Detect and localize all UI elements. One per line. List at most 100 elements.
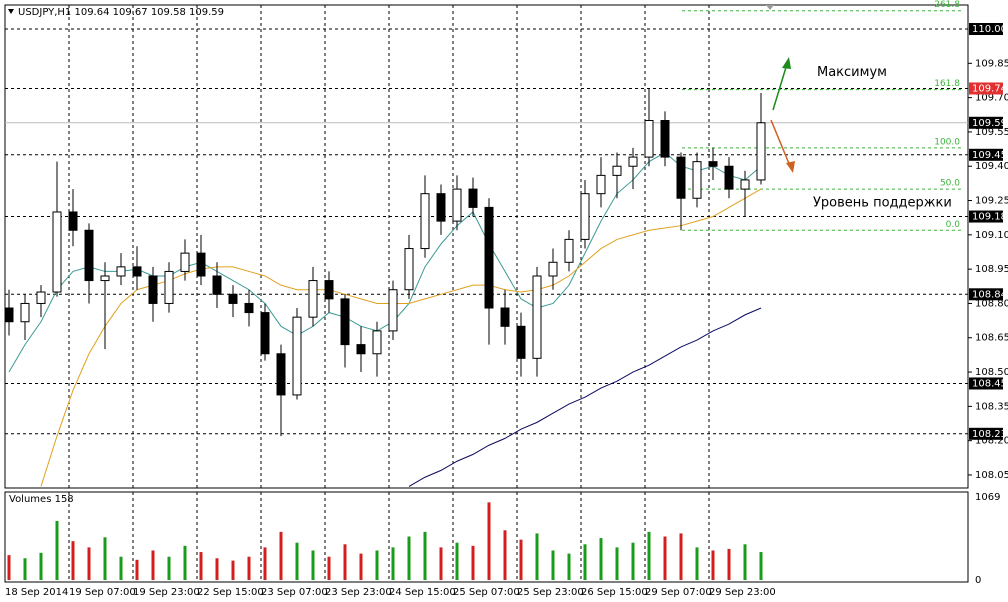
volume-bar bbox=[583, 544, 587, 580]
volume-bar bbox=[167, 556, 171, 580]
volume-bar bbox=[663, 536, 667, 580]
candle-body bbox=[676, 156, 686, 199]
x-tick-label: 25 Sep 23:00 bbox=[517, 587, 584, 598]
candle-body bbox=[340, 298, 350, 346]
candle-body bbox=[228, 293, 238, 304]
fib-label: 100.0 bbox=[934, 137, 960, 147]
volume-bar bbox=[391, 547, 395, 580]
volume-bar bbox=[23, 558, 27, 580]
menu-marker bbox=[8, 9, 14, 14]
level-box bbox=[969, 148, 1003, 161]
candle-body bbox=[452, 188, 462, 222]
candle-body bbox=[548, 261, 558, 277]
candle-body bbox=[132, 266, 142, 277]
candle-body bbox=[516, 325, 526, 359]
volume-bar bbox=[695, 547, 699, 580]
candle-body bbox=[580, 193, 590, 240]
candle-body bbox=[420, 193, 430, 250]
volume-bar bbox=[39, 552, 43, 580]
candle-body bbox=[532, 275, 542, 359]
volume-bar bbox=[375, 550, 379, 580]
volume-bar bbox=[151, 550, 155, 580]
fib-label: 0.0 bbox=[946, 220, 961, 230]
volume-bar bbox=[119, 556, 123, 580]
candle-body bbox=[244, 302, 254, 314]
candle-body bbox=[724, 165, 734, 190]
volume-bar bbox=[711, 550, 715, 580]
candle-body bbox=[84, 229, 94, 282]
y-tick-label: 108.65 bbox=[975, 333, 1008, 344]
x-tick-label: 23 Sep 07:00 bbox=[261, 587, 328, 598]
volume-bar bbox=[7, 555, 11, 580]
y-tick-label: 108.05 bbox=[975, 470, 1008, 481]
volume-tick-label: 1069 bbox=[975, 492, 1000, 503]
level-label: 109.74 bbox=[972, 83, 1007, 94]
annotation: Максимум bbox=[817, 65, 887, 80]
candle-body bbox=[404, 248, 414, 291]
candle-body bbox=[20, 302, 30, 323]
candle-body bbox=[180, 252, 190, 272]
candle-body bbox=[100, 275, 110, 282]
volume-bar bbox=[247, 556, 251, 580]
volume-bar bbox=[407, 536, 411, 580]
x-tick-label: 29 Sep 23:00 bbox=[709, 587, 776, 598]
moving-average bbox=[40, 188, 762, 487]
candle-body bbox=[4, 307, 14, 323]
volume-bar bbox=[423, 531, 427, 580]
down-arrowhead bbox=[786, 161, 795, 173]
level-box bbox=[969, 288, 1003, 301]
x-tick-label: 25 Sep 07:00 bbox=[453, 587, 520, 598]
y-tick-label: 108.35 bbox=[975, 401, 1008, 412]
volume-bar bbox=[471, 545, 475, 580]
candle-body bbox=[644, 119, 654, 158]
x-tick-label: 22 Sep 15:00 bbox=[197, 587, 264, 598]
candle-body bbox=[564, 238, 574, 263]
candle-body bbox=[148, 275, 158, 304]
candle-body bbox=[388, 289, 398, 332]
level-label: 110.00 bbox=[972, 24, 1007, 35]
volume-bar bbox=[615, 547, 619, 580]
chart-title: USDJPY,H1 109.64 109.67 109.58 109.59 bbox=[18, 7, 224, 18]
current-price-label: 109.59 bbox=[972, 118, 1007, 129]
candle-body bbox=[500, 307, 510, 327]
level-box bbox=[969, 377, 1003, 390]
candle-body bbox=[196, 252, 206, 277]
x-tick-label: 29 Sep 07:00 bbox=[645, 587, 712, 598]
y-tick-label: 108.95 bbox=[975, 264, 1008, 275]
candle-body bbox=[68, 211, 78, 231]
x-tick-label: 18 Sep 2014 bbox=[5, 587, 68, 598]
level-box bbox=[969, 82, 1003, 95]
volume-bar bbox=[87, 547, 91, 580]
volume-title: Volumes 158 bbox=[9, 494, 74, 505]
candle-body bbox=[292, 316, 302, 396]
candle-body bbox=[276, 353, 286, 396]
candle-body bbox=[628, 156, 638, 167]
candle-body bbox=[52, 211, 62, 293]
volume-bar bbox=[439, 547, 443, 580]
candle-body bbox=[436, 193, 446, 222]
x-tick-label: 24 Sep 15:00 bbox=[389, 587, 456, 598]
candle-body bbox=[596, 174, 606, 195]
y-tick-label: 109.10 bbox=[975, 230, 1008, 241]
candle-body bbox=[740, 179, 750, 190]
volume-bar bbox=[599, 538, 603, 580]
volume-bar bbox=[759, 552, 763, 580]
level-label: 109.18 bbox=[972, 212, 1007, 223]
candle-body bbox=[756, 122, 766, 181]
volume-bar bbox=[679, 533, 683, 580]
up-arrowhead bbox=[782, 57, 791, 69]
volume-bar bbox=[103, 537, 107, 580]
volume-tick-label: 0 bbox=[975, 575, 981, 586]
volume-bar bbox=[727, 548, 731, 580]
volume-bar bbox=[327, 556, 331, 580]
volume-bar bbox=[343, 544, 347, 580]
x-tick-label: 19 Sep 23:00 bbox=[133, 587, 200, 598]
y-tick-label: 109.55 bbox=[975, 127, 1008, 138]
volume-bar bbox=[567, 553, 571, 580]
y-tick-label: 108.80 bbox=[975, 298, 1008, 309]
volume-bar bbox=[743, 544, 747, 580]
down-arrow bbox=[770, 119, 791, 167]
volume-bar bbox=[311, 550, 315, 580]
volume-bar bbox=[631, 542, 635, 580]
x-tick-label: 26 Sep 15:00 bbox=[581, 587, 648, 598]
